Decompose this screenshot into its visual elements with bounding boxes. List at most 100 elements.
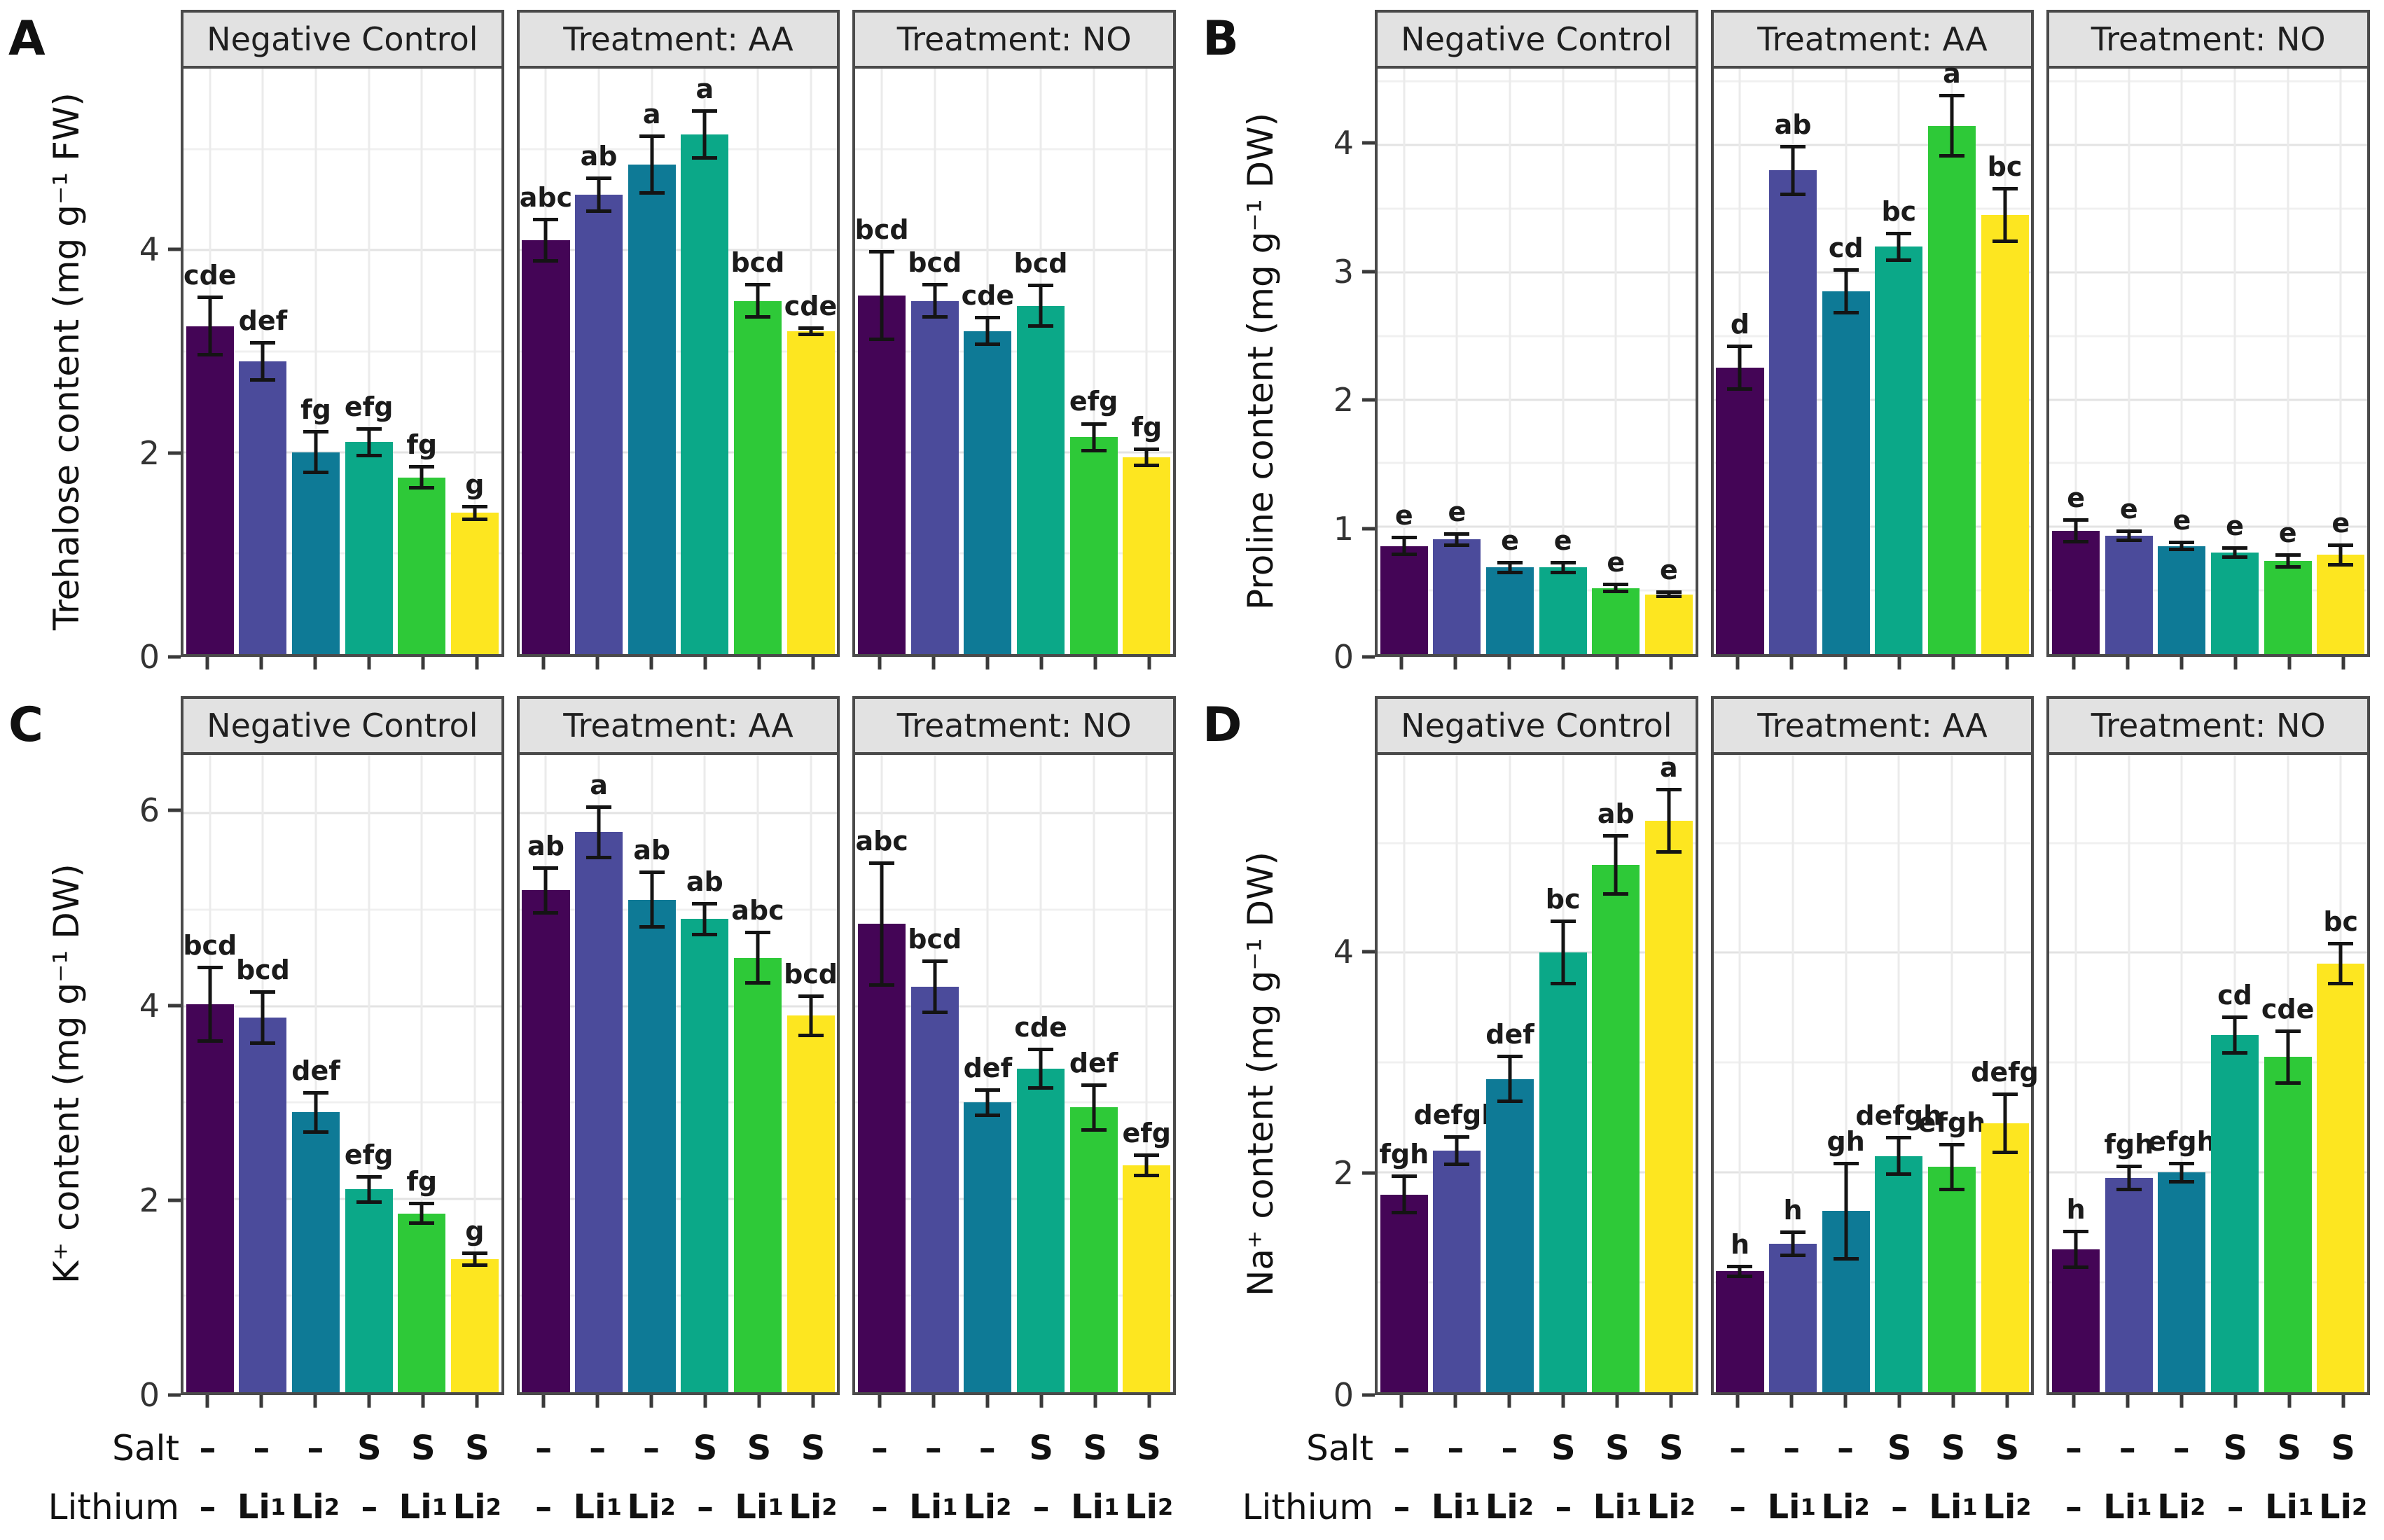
significance-letter: fg (406, 1166, 438, 1198)
significance-letter: gh (1827, 1125, 1865, 1157)
error-bar-cap-bottom (639, 925, 665, 929)
error-bar (1134, 1153, 1160, 1177)
salt-value: S (801, 1429, 826, 1468)
facet-strip: Treatment: AA (1710, 10, 2035, 66)
error-bar-cap-top (586, 176, 612, 181)
salt-value: – (924, 1429, 942, 1468)
y-tick-label: 4 (139, 230, 160, 268)
error-bar-cap-top (1727, 345, 1753, 349)
significance-letter: bc (1545, 884, 1581, 915)
significance-letter: bc (1987, 151, 2023, 183)
error-bar-cap-bottom (2063, 1265, 2089, 1270)
x-cells: – Li 1 Li 2– Li 1 Li 2 (2046, 1478, 2370, 1536)
x-tick-mark (703, 657, 707, 670)
salt-row: – – – S S S – – – S S S – – – S S S (181, 1419, 1186, 1478)
bar (2210, 552, 2259, 654)
error-bar-line (1667, 788, 1671, 854)
significance-letter: cde (183, 260, 237, 291)
x-cells: – – – S S S (2046, 1419, 2370, 1478)
gridline-h-minor (2049, 1061, 2368, 1064)
x-cells: – – – S S S (1711, 1419, 2035, 1478)
significance-letter: e (2226, 510, 2244, 541)
salt-value: – (643, 1429, 660, 1468)
lithium-value: – (199, 1487, 216, 1527)
significance-letter: defg (1971, 1056, 2039, 1088)
error-bar-cap-bottom (975, 342, 1001, 347)
error-bar-cap-bottom (250, 377, 276, 382)
x-tick-mark (931, 657, 936, 670)
error-bar (356, 426, 382, 457)
error-bar-cap-top (869, 861, 895, 865)
error-bar (1603, 583, 1629, 593)
salt-value: S (693, 1429, 718, 1468)
error-bar-cap-top (1550, 561, 1576, 565)
gridline-v (473, 755, 476, 1392)
gridline-v (1145, 69, 1148, 654)
bar (1016, 305, 1065, 654)
gridline-h-major (855, 812, 1174, 814)
x-tick-mark (595, 1395, 600, 1408)
y-tick-mark (1362, 1171, 1375, 1175)
x-tick-mark (1561, 1395, 1565, 1408)
error-bar (2116, 529, 2142, 543)
x-tick-mark (2233, 1395, 2238, 1408)
error-bar-cap-bottom (798, 332, 824, 336)
bar (786, 331, 835, 654)
x-tick-mark (313, 1395, 317, 1408)
error-bar-cap-bottom (2116, 539, 2142, 543)
salt-value: – (307, 1429, 324, 1468)
y-tick-label: 2 (139, 433, 160, 472)
error-bar-cap-top (197, 296, 223, 300)
gridline-h-minor (1713, 842, 2032, 845)
x-tick-mark (1453, 1395, 1457, 1408)
x-tick-mark (703, 1395, 707, 1408)
bar (2264, 561, 2312, 654)
error-bar-cap-bottom (1444, 1162, 1470, 1166)
significance-letter: cd (2217, 979, 2252, 1011)
facet-strip: Negative Control (181, 696, 504, 752)
y-axis-gutter: A Trehalose content (mg g⁻¹ FW) 0 2 4 (4, 10, 181, 681)
gridline-v (1897, 755, 1900, 1392)
facet-plot: abc bcd def cde def efg (852, 752, 1177, 1395)
y-axis: Na⁺ content (mg g⁻¹ DW) 0 2 4 (1198, 752, 1375, 1414)
significance-letter: bc (2323, 906, 2359, 937)
error-bar (303, 1090, 329, 1134)
lithium-value: Li 1 (1593, 1487, 1642, 1527)
facets-wrap: Negative Control e e e e e e Treatment: AA d ab cd… (1375, 10, 2380, 681)
x-tick-mark (1951, 1395, 1955, 1408)
error-bar-line (2233, 546, 2237, 559)
error-bar-cap-bottom (250, 1041, 276, 1045)
salt-value: S (1083, 1429, 1107, 1468)
error-bar-line (473, 504, 477, 521)
error-bar-cap-top (250, 990, 276, 994)
error-bar-line (208, 965, 212, 1043)
error-bar (1656, 590, 1682, 599)
significance-letter: e (1659, 555, 1678, 586)
bar (681, 134, 729, 654)
y-axis-label: Na⁺ content (mg g⁻¹ DW) (1240, 851, 1281, 1296)
error-bar-line (933, 959, 937, 1014)
x-tick-mark (259, 657, 263, 670)
gridline-v (368, 755, 370, 1392)
y-tick-mark (1362, 527, 1375, 531)
lithium-row: – Li 1 Li 2– Li 1 Li 2– Li 1 Li 2– Li 1 Li 2– Li 1 Li 2– Li 1 L… (1375, 1478, 2380, 1536)
error-bar-cap-bottom (409, 486, 435, 490)
gridline-h-major (183, 812, 501, 814)
salt-value: S (1658, 1429, 1684, 1468)
salt-value: S (1137, 1429, 1161, 1468)
error-bar (2169, 1161, 2195, 1184)
x-tick-mark (541, 1395, 546, 1408)
x-tick-mark (1147, 657, 1151, 670)
error-bar-line (597, 176, 601, 214)
x-tick-mark (931, 1395, 936, 1408)
gridline-h-minor (855, 1294, 1174, 1297)
x-tick-mark (475, 657, 479, 670)
y-tick-mark (168, 247, 181, 251)
error-bar-cap-bottom (2275, 1081, 2301, 1085)
salt-value: – (535, 1429, 553, 1468)
facet-plot: ab a ab ab abc bcd (516, 752, 840, 1395)
error-bar-line (1950, 94, 1954, 158)
significance-letter: cde (2261, 994, 2315, 1025)
error-bar-line (1039, 284, 1043, 328)
error-bar (1550, 920, 1576, 986)
